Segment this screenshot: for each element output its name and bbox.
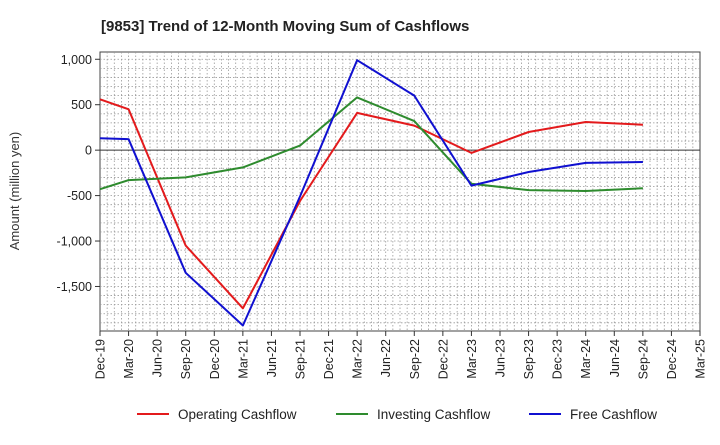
- plot-area: [99, 51, 701, 332]
- x-tick-label: Sep-22: [408, 339, 422, 379]
- series-line-investing-cashflow: [99, 96, 643, 192]
- y-tick-label: 0: [85, 144, 92, 158]
- x-tick-label: Sep-23: [522, 339, 536, 379]
- x-tick-label: Dec-24: [665, 339, 679, 379]
- y-tick-label: -500: [67, 189, 92, 203]
- legend: Operating Cashflow Investing Cashflow Free…: [137, 407, 657, 422]
- x-tick-label: Mar-20: [122, 339, 136, 379]
- x-tick-label: Mar-24: [579, 339, 593, 379]
- chart-title: [9853] Trend of 12-Month Moving Sum of C…: [101, 18, 469, 35]
- x-tick-label: Mar-22: [351, 339, 365, 379]
- y-tick-label: -1,500: [57, 280, 92, 294]
- x-tick-label: Dec-20: [208, 339, 222, 379]
- x-tick-label: Jun-24: [608, 339, 622, 377]
- x-tick-label: Dec-19: [94, 339, 108, 379]
- x-tick-label: Dec-23: [551, 339, 565, 379]
- x-tick-label: Jun-21: [265, 339, 279, 377]
- series-layer: [99, 59, 643, 327]
- x-tick-label: Sep-21: [294, 339, 308, 379]
- x-tick-label: Mar-21: [236, 339, 250, 379]
- x-tick-label: Dec-22: [436, 339, 450, 379]
- y-tick-label: -1,000: [57, 235, 92, 249]
- y-tick-label: 500: [71, 98, 92, 112]
- x-tick-label: Mar-25: [694, 339, 708, 379]
- x-tick-label: Jun-22: [379, 339, 393, 377]
- x-tick-label: Mar-23: [465, 339, 479, 379]
- series-line-operating-cashflow: [99, 98, 643, 310]
- x-tick-label: Jun-23: [494, 339, 508, 377]
- x-tick-label: Sep-20: [179, 339, 193, 379]
- legend-label: Operating Cashflow: [178, 407, 297, 422]
- y-tick-label: 1,000: [61, 53, 92, 67]
- x-tick-label: Dec-21: [322, 339, 336, 379]
- legend-label: Investing Cashflow: [377, 407, 491, 422]
- x-tick-label: Sep-24: [636, 339, 650, 379]
- series-line-free-cashflow: [99, 59, 643, 327]
- legend-label: Free Cashflow: [570, 407, 657, 422]
- y-axis-ticks: 1,000 500 0 -500 -1,000 -1,500: [57, 53, 100, 294]
- x-axis-ticks: Dec-19 Mar-20 Jun-20 Sep-20 Dec-20 Mar-21 Jun-…: [94, 331, 708, 379]
- x-tick-label: Jun-20: [151, 339, 165, 377]
- y-axis-label: Amount (million yen): [7, 132, 22, 251]
